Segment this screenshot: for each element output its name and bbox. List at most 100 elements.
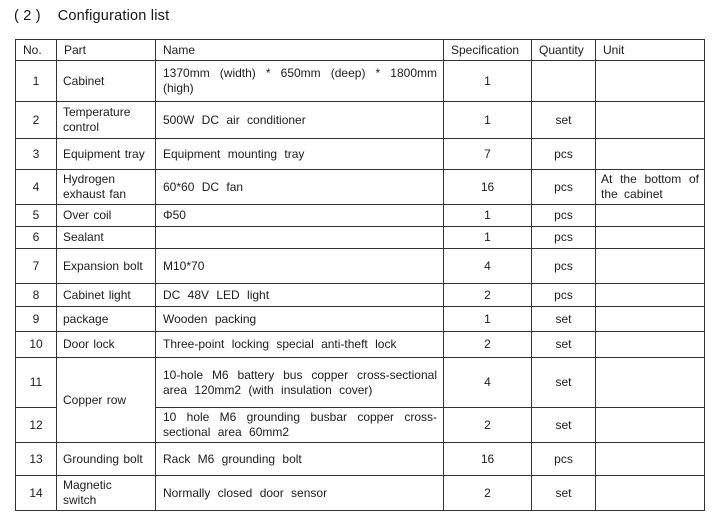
- cell-part-merged: Copper row: [56, 357, 156, 443]
- cell-no: 12: [15, 407, 57, 443]
- cell-quantity: pcs: [531, 226, 596, 249]
- cell-name: 10-hole M6 battery bus copper cross-sect…: [155, 357, 444, 408]
- page-title: ( 2 ) Configuration list: [14, 8, 170, 24]
- cell-specification: 1: [443, 306, 532, 332]
- cell-unit: [595, 204, 705, 227]
- cell-name: [155, 226, 444, 249]
- cell-quantity: set: [531, 475, 596, 511]
- cell-name: 500W DC air conditioner: [155, 101, 444, 139]
- cell-name: 60*60 DC fan: [155, 169, 444, 205]
- cell-part: Hydrogen exhaust fan: [56, 169, 156, 205]
- table-row: 6 Sealant 1 pcs: [15, 226, 705, 249]
- cell-no: 13: [15, 442, 57, 476]
- cell-quantity: pcs: [531, 138, 596, 170]
- cell-no: 5: [15, 204, 57, 227]
- cell-unit: [595, 357, 705, 408]
- cell-quantity: set: [531, 407, 596, 443]
- cell-unit: [595, 442, 705, 476]
- cell-no: 2: [15, 101, 57, 139]
- table-row: 13 Grounding bolt Rack M6 grounding bolt…: [15, 442, 705, 476]
- cell-no: 11: [15, 357, 57, 408]
- table-row: 7 Expansion bolt M10*70 4 pcs: [15, 248, 705, 284]
- cell-quantity: [531, 60, 596, 102]
- cell-part: Over coil: [56, 204, 156, 227]
- column-header-part: Part: [56, 39, 156, 61]
- cell-unit: [595, 475, 705, 511]
- cell-specification: 7: [443, 138, 532, 170]
- cell-no: 14: [15, 475, 57, 511]
- cell-quantity: set: [531, 101, 596, 139]
- cell-specification: 2: [443, 331, 532, 358]
- cell-no: 8: [15, 283, 57, 307]
- table-row: 1 Cabinet 1370mm (width) * 650mm (deep) …: [15, 60, 705, 102]
- cell-no: 6: [15, 226, 57, 249]
- cell-no: 7: [15, 248, 57, 284]
- cell-quantity: pcs: [531, 442, 596, 476]
- table-header-row: No. Part Name Specification Quantity Uni…: [15, 39, 705, 61]
- cell-unit: [595, 331, 705, 358]
- cell-unit: [595, 283, 705, 307]
- cell-name: M10*70: [155, 248, 444, 284]
- column-header-no: No.: [15, 39, 57, 61]
- cell-specification: 4: [443, 357, 532, 408]
- cell-part: Expansion bolt: [56, 248, 156, 284]
- cell-name: Rack M6 grounding bolt: [155, 442, 444, 476]
- column-header-unit: Unit: [595, 39, 705, 61]
- cell-quantity: pcs: [531, 169, 596, 205]
- cell-unit: [595, 306, 705, 332]
- cell-quantity: set: [531, 331, 596, 358]
- cell-name: Wooden packing: [155, 306, 444, 332]
- table-row: 10 Door lock Three-point locking special…: [15, 331, 705, 358]
- cell-part: package: [56, 306, 156, 332]
- cell-no: 3: [15, 138, 57, 170]
- cell-specification: 1: [443, 60, 532, 102]
- cell-quantity: set: [531, 306, 596, 332]
- cell-part: Grounding bolt: [56, 442, 156, 476]
- cell-no: 9: [15, 306, 57, 332]
- cell-name: 10 hole M6 grounding busbar copper cross…: [155, 407, 444, 443]
- cell-unit: At the bottom of the cabinet: [595, 169, 705, 205]
- cell-quantity: set: [531, 357, 596, 408]
- cell-unit: [595, 138, 705, 170]
- column-header-name: Name: [155, 39, 444, 61]
- table-row: 4 Hydrogen exhaust fan 60*60 DC fan 16 p…: [15, 169, 705, 205]
- cell-unit: [595, 407, 705, 443]
- cell-no: 10: [15, 331, 57, 358]
- table-row: 11 Copper row 10-hole M6 battery bus cop…: [15, 357, 705, 443]
- cell-name: Three-point locking special anti-theft l…: [155, 331, 444, 358]
- cell-name: Equipment mounting tray: [155, 138, 444, 170]
- cell-name: 1370mm (width) * 650mm (deep) * 1800mm (…: [155, 60, 444, 102]
- cell-name: Φ50: [155, 204, 444, 227]
- cell-specification: 1: [443, 101, 532, 139]
- table-row: 3 Equipment tray Equipment mounting tray…: [15, 138, 705, 170]
- column-header-specification: Specification: [443, 39, 532, 61]
- cell-specification: 2: [443, 475, 532, 511]
- column-header-quantity: Quantity: [531, 39, 596, 61]
- table-row: 12 10 hole M6 grounding busbar copper cr…: [15, 407, 705, 443]
- cell-part: Cabinet: [56, 60, 156, 102]
- cell-specification: 4: [443, 248, 532, 284]
- cell-unit: [595, 101, 705, 139]
- cell-unit: [595, 248, 705, 284]
- cell-name: Normally closed door sensor: [155, 475, 444, 511]
- cell-unit: [595, 60, 705, 102]
- cell-specification: 16: [443, 442, 532, 476]
- table-row: 5 Over coil Φ50 1 pcs: [15, 204, 705, 227]
- cell-quantity: pcs: [531, 204, 596, 227]
- cell-specification: 2: [443, 407, 532, 443]
- cell-part: Magnetic switch: [56, 475, 156, 511]
- cell-no: 4: [15, 169, 57, 205]
- cell-specification: 1: [443, 226, 532, 249]
- cell-specification: 16: [443, 169, 532, 205]
- cell-no: 1: [15, 60, 57, 102]
- cell-name: DC 48V LED light: [155, 283, 444, 307]
- cell-part: Equipment tray: [56, 138, 156, 170]
- table-row: 8 Cabinet light DC 48V LED light 2 pcs: [15, 283, 705, 307]
- table-row: 9 package Wooden packing 1 set: [15, 306, 705, 332]
- table-row: 14 Magnetic switch Normally closed door …: [15, 475, 705, 511]
- cell-specification: 1: [443, 204, 532, 227]
- cell-part: Door lock: [56, 331, 156, 358]
- configuration-table: No. Part Name Specification Quantity Uni…: [15, 39, 705, 511]
- cell-part: Sealant: [56, 226, 156, 249]
